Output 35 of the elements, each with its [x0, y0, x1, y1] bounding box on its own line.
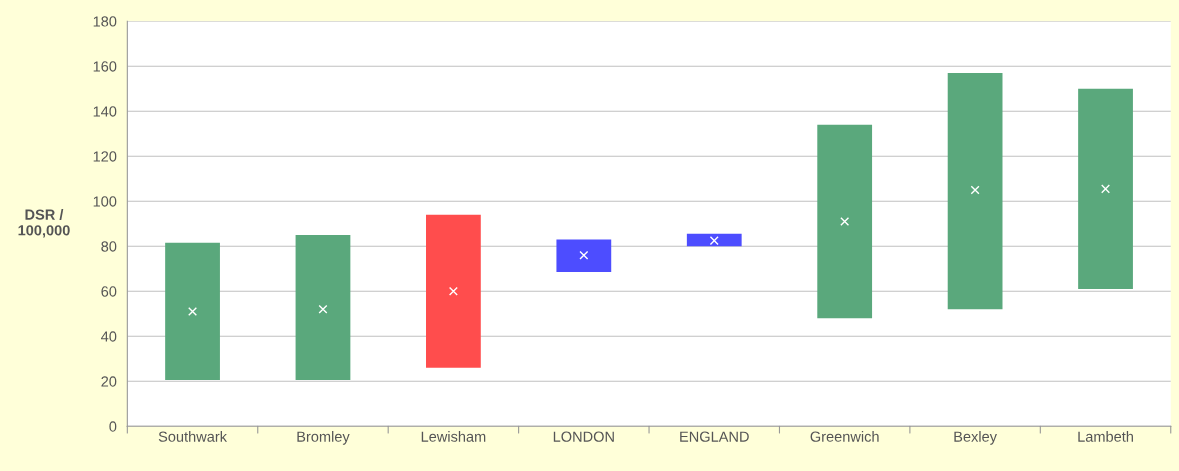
y-tick-label: 0: [109, 421, 117, 432]
x-tick-label: Lewisham: [421, 431, 486, 442]
y-tick-label: 20: [101, 376, 117, 387]
x-tick-label: Lambeth: [1078, 431, 1133, 442]
y-tick-label: 140: [93, 106, 117, 117]
x-tick-label: LONDON: [553, 431, 614, 442]
y-tick-label: 160: [93, 61, 117, 72]
bar: [817, 124, 873, 319]
y-tick-label: 60: [101, 286, 117, 297]
bar: [165, 242, 220, 381]
point: [188, 306, 198, 316]
x-tick-label: Greenwich: [810, 431, 879, 442]
point: [448, 286, 458, 296]
point: [970, 185, 980, 195]
bar: [686, 233, 742, 247]
x-tick-label: Bromley: [297, 431, 350, 445]
x-tick-label: Southwark: [158, 431, 228, 442]
x-tick-label: ENGLAND: [680, 431, 749, 442]
y-tick-label: 100: [93, 196, 117, 207]
y-tick-label: 80: [101, 241, 117, 252]
y-axis-title: DSR / 100,000: [18, 209, 70, 238]
y-tick-label: 120: [93, 151, 117, 162]
x-tick-label: Bexley: [954, 431, 997, 445]
y-tick-label: 40: [101, 331, 117, 342]
bar: [1078, 88, 1133, 289]
point: [318, 304, 328, 314]
y-tick-label: 180: [93, 16, 117, 27]
bar: [947, 72, 1003, 310]
bar: [556, 239, 612, 273]
point: [579, 250, 589, 260]
bar: [295, 234, 351, 381]
point: [709, 236, 719, 246]
bar: [426, 214, 481, 368]
point: [840, 216, 850, 226]
point: [1101, 184, 1111, 194]
